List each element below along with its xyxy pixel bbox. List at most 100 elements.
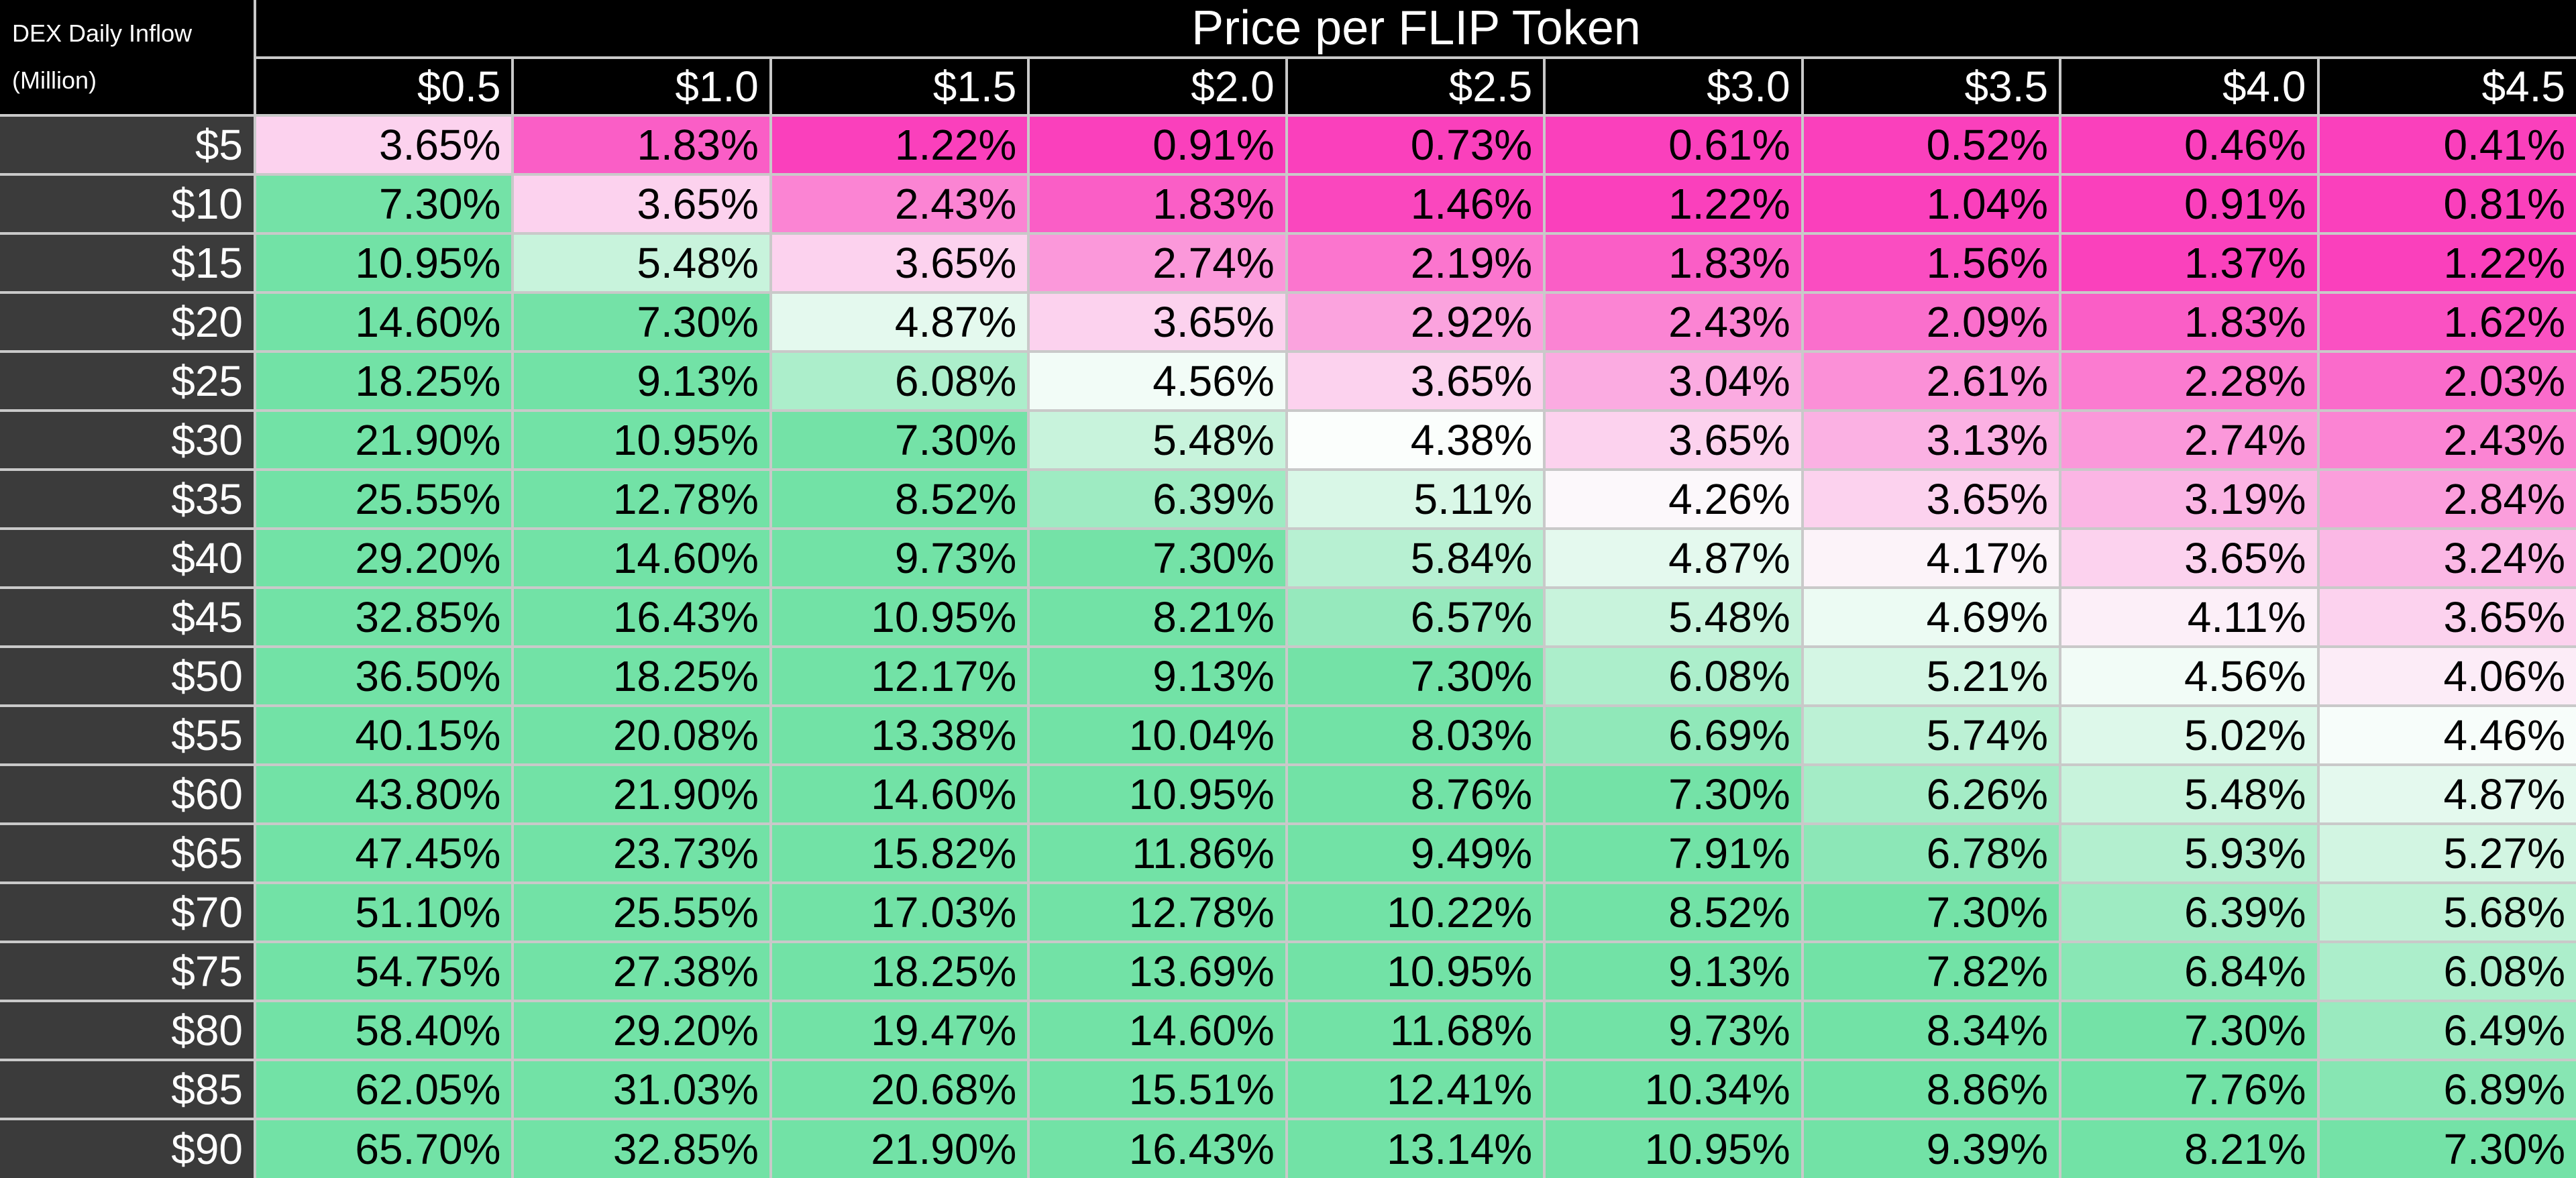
heatmap-cell: 14.60% (769, 763, 1030, 825)
heatmap-cell: 0.81% (2316, 173, 2576, 235)
row-header: $30 (0, 409, 256, 471)
heatmap-cell: 3.65% (253, 114, 515, 176)
heatmap-cell: 2.74% (2059, 409, 2320, 471)
heatmap-cell: 25.55% (253, 468, 515, 530)
table-row: $80 58.40% 29.20% 19.47% 14.60% 11.68% 9.73% 8.… (0, 1000, 2576, 1061)
table-row: $70 51.10% 25.55% 17.03% 12.78% 10.22% 8.52% 7.… (0, 881, 2576, 943)
heatmap-cell: 4.38% (1285, 409, 1546, 471)
heatmap-cell: 0.41% (2316, 114, 2576, 176)
heatmap-cell: 6.69% (1543, 704, 1804, 766)
heatmap-cell: 9.49% (1285, 822, 1546, 884)
heatmap-cell: 36.50% (253, 645, 515, 707)
heatmap-cell: 13.14% (1285, 1118, 1546, 1178)
row-header: $90 (0, 1118, 256, 1178)
heatmap-cell: 9.73% (769, 527, 1030, 589)
row-header: $45 (0, 586, 256, 648)
heatmap-cell: 4.56% (1027, 350, 1288, 412)
heatmap-cell: 2.61% (1801, 350, 2062, 412)
heatmap-cell: 2.03% (2316, 350, 2576, 412)
table-row: $15 10.95% 5.48% 3.65% 2.74% 2.19% 1.83% 1.56% 1… (0, 232, 2576, 294)
heatmap-cell: 10.34% (1543, 1059, 1804, 1120)
heatmap-cell: 1.37% (2059, 232, 2320, 294)
heatmap-cell: 47.45% (253, 822, 515, 884)
row-header: $40 (0, 527, 256, 589)
chart-title: Price per FLIP Token (254, 0, 2576, 59)
heatmap-cell: 6.39% (2059, 881, 2320, 943)
table-row: $35 25.55% 12.78% 8.52% 6.39% 5.11% 4.26% 3.65%… (0, 468, 2576, 530)
row-header: $5 (0, 114, 256, 176)
heatmap-cell: 4.87% (1543, 527, 1804, 589)
row-header: $10 (0, 173, 256, 235)
row-header: $55 (0, 704, 256, 766)
table-row: $25 18.25% 9.13% 6.08% 4.56% 3.65% 3.04% 2.61% 2… (0, 350, 2576, 412)
table-row: $5 3.65% 1.83% 1.22% 0.91% 0.73% 0.61% 0.52% 0.4… (0, 114, 2576, 176)
heatmap-cell: 9.13% (511, 350, 772, 412)
heatmap-cell: 8.21% (1027, 586, 1288, 648)
heatmap-cell: 2.43% (2316, 409, 2576, 471)
heatmap-cell: 0.61% (1543, 114, 1804, 176)
heatmap-cell: 17.03% (769, 881, 1030, 943)
table-row: $40 29.20% 14.60% 9.73% 7.30% 5.84% 4.87% 4.17%… (0, 527, 2576, 589)
heatmap-cell: 8.21% (2059, 1118, 2320, 1178)
heatmap-cell: 6.39% (1027, 468, 1288, 530)
heatmap-cell: 1.46% (1285, 173, 1546, 235)
heatmap-cell: 4.17% (1801, 527, 2062, 589)
heatmap-cell: 25.55% (511, 881, 772, 943)
heatmap-cell: 18.25% (253, 350, 515, 412)
heatmap-cell: 3.65% (2316, 586, 2576, 648)
column-header: $0.5 (253, 56, 515, 117)
title-row: DEX Daily Inflow (Million) Price per FLI… (0, 0, 2576, 117)
heatmap-cell: 1.83% (1027, 173, 1288, 235)
heatmap-cell: 8.76% (1285, 763, 1546, 825)
heatmap-cell: 7.82% (1801, 941, 2062, 1002)
heatmap-cell: 4.87% (2316, 763, 2576, 825)
heatmap-cell: 8.52% (1543, 881, 1804, 943)
heatmap-cell: 7.30% (511, 291, 772, 353)
heatmap-cell: 5.84% (1285, 527, 1546, 589)
heatmap-cell: 14.60% (511, 527, 772, 589)
heatmap-cell: 40.15% (253, 704, 515, 766)
table-row: $60 43.80% 21.90% 14.60% 10.95% 8.76% 7.30% 6.2… (0, 763, 2576, 825)
heatmap-cell: 5.68% (2316, 881, 2576, 943)
heatmap-cell: 8.03% (1285, 704, 1546, 766)
heatmap-cell: 10.95% (1285, 941, 1546, 1002)
column-header: $3.0 (1543, 56, 1804, 117)
heatmap-cell: 4.87% (769, 291, 1030, 353)
heatmap-cell: 7.30% (2059, 1000, 2320, 1061)
heatmap-cell: 4.11% (2059, 586, 2320, 648)
heatmap-cell: 43.80% (253, 763, 515, 825)
table-row: $50 36.50% 18.25% 12.17% 9.13% 7.30% 6.08% 5.21… (0, 645, 2576, 707)
row-header: $80 (0, 1000, 256, 1061)
heatmap-cell: 6.78% (1801, 822, 2062, 884)
heatmap-cell: 20.68% (769, 1059, 1030, 1120)
heatmap-cell: 14.60% (1027, 1000, 1288, 1061)
heatmap-cell: 10.95% (253, 232, 515, 294)
column-header: $1.5 (769, 56, 1030, 117)
heatmap-cell: 4.46% (2316, 704, 2576, 766)
heatmap-cell: 6.84% (2059, 941, 2320, 1002)
heatmap-cell: 5.93% (2059, 822, 2320, 884)
table-row: $65 47.45% 23.73% 15.82% 11.86% 9.49% 7.91% 6.7… (0, 822, 2576, 884)
table-row: $55 40.15% 20.08% 13.38% 10.04% 8.03% 6.69% 5.7… (0, 704, 2576, 766)
heatmap-cell: 20.08% (511, 704, 772, 766)
heatmap-cell: 0.91% (1027, 114, 1288, 176)
heatmap-cell: 32.85% (253, 586, 515, 648)
heatmap-cell: 6.49% (2316, 1000, 2576, 1061)
heatmap-cell: 3.65% (1801, 468, 2062, 530)
heatmap-cell: 11.68% (1285, 1000, 1546, 1061)
heatmap-cell: 32.85% (511, 1118, 772, 1178)
heatmap-cell: 3.24% (2316, 527, 2576, 589)
heatmap-cell: 18.25% (769, 941, 1030, 1002)
heatmap-cell: 1.22% (769, 114, 1030, 176)
heatmap-cell: 5.48% (2059, 763, 2320, 825)
heatmap-cell: 1.83% (511, 114, 772, 176)
row-header: $15 (0, 232, 256, 294)
heatmap-cell: 7.30% (1801, 881, 2062, 943)
heatmap-cell: 12.78% (1027, 881, 1288, 943)
heatmap-cell: 1.83% (2059, 291, 2320, 353)
column-header: $2.5 (1285, 56, 1546, 117)
column-header: $1.0 (511, 56, 772, 117)
heatmap-cell: 2.43% (769, 173, 1030, 235)
heatmap-cell: 5.21% (1801, 645, 2062, 707)
heatmap-cell: 4.26% (1543, 468, 1804, 530)
